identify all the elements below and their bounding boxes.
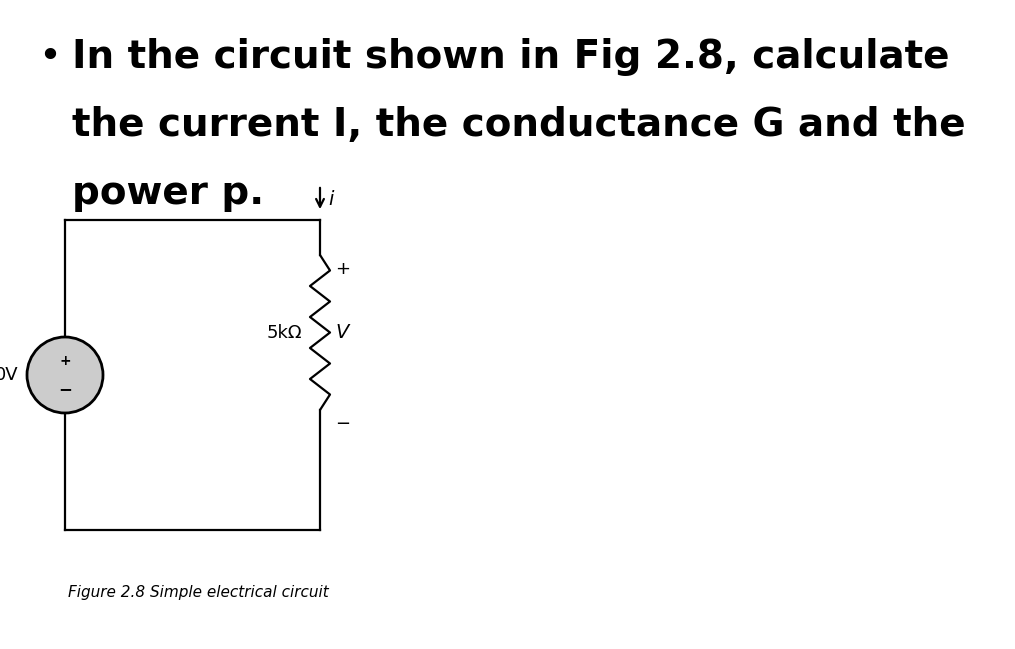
Text: 0V: 0V bbox=[0, 366, 19, 384]
Text: In the circuit shown in Fig 2.8, calculate: In the circuit shown in Fig 2.8, calcula… bbox=[72, 38, 949, 76]
Text: +: + bbox=[335, 260, 350, 278]
Text: V: V bbox=[335, 323, 348, 342]
Circle shape bbox=[27, 337, 103, 413]
Text: +: + bbox=[59, 354, 71, 367]
Text: power p.: power p. bbox=[72, 174, 264, 212]
Text: −: − bbox=[335, 415, 350, 433]
Text: i: i bbox=[328, 190, 333, 209]
Text: the current I, the conductance G and the: the current I, the conductance G and the bbox=[72, 106, 965, 144]
Text: Figure 2.8 Simple electrical circuit: Figure 2.8 Simple electrical circuit bbox=[68, 585, 329, 600]
Text: −: − bbox=[58, 380, 72, 398]
Text: 5kΩ: 5kΩ bbox=[267, 323, 302, 341]
Text: •: • bbox=[38, 38, 61, 76]
